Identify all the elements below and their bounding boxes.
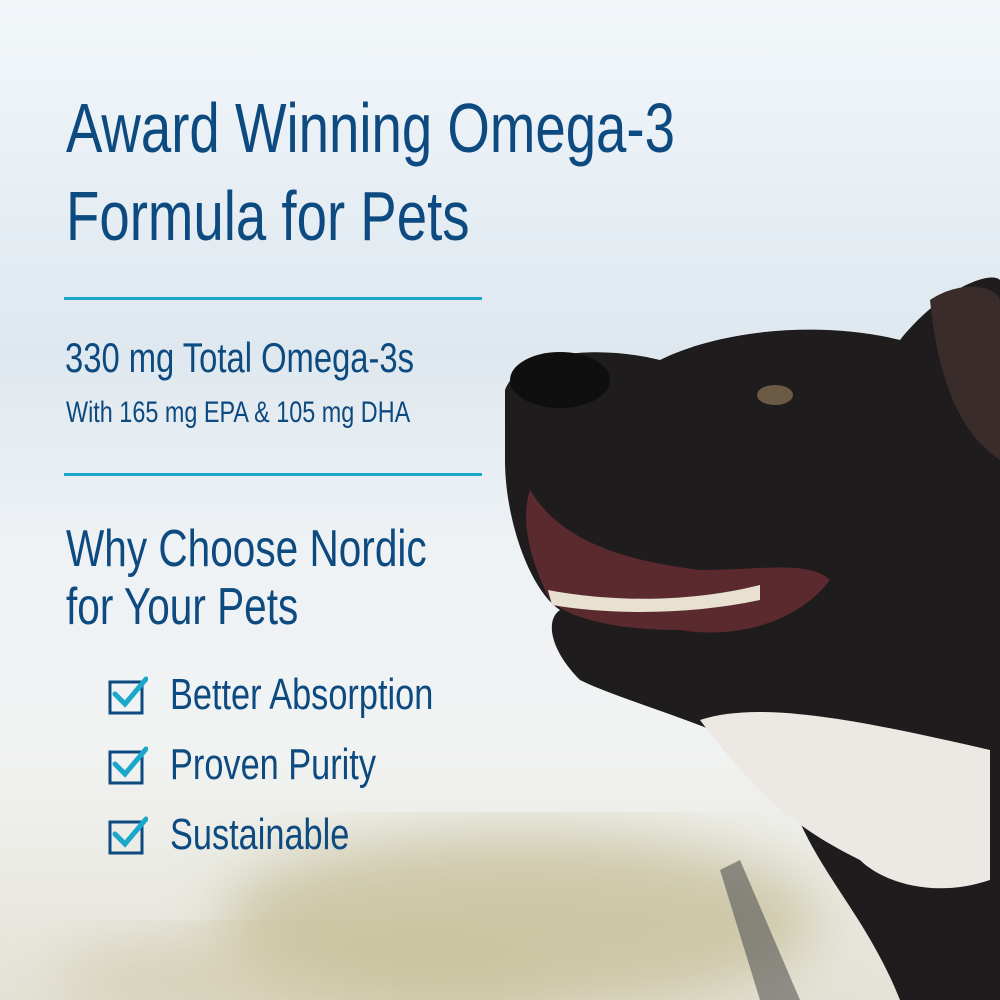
feature-label: Sustainable xyxy=(170,810,350,859)
headline: Award Winning Omega-3 Formula for Pets xyxy=(66,84,675,260)
checkbox-checked-icon xyxy=(108,816,148,855)
headline-line-1: Award Winning Omega-3 xyxy=(66,89,675,167)
checkbox-checked-icon xyxy=(108,676,148,715)
feature-item: Better Absorption xyxy=(108,670,508,720)
feature-item: Proven Purity xyxy=(108,740,434,790)
feature-label: Better Absorption xyxy=(170,670,434,719)
total-omega3: 330 mg Total Omega-3s xyxy=(65,334,415,381)
checkbox-checked-icon xyxy=(108,746,148,785)
why-heading: Why Choose Nordic for Your Pets xyxy=(66,520,427,636)
divider xyxy=(64,297,482,300)
epa-dha-breakdown: With 165 mg EPA & 105 mg DHA xyxy=(66,396,411,429)
headline-line-2: Formula for Pets xyxy=(66,177,470,255)
divider xyxy=(64,473,482,476)
feature-label: Proven Purity xyxy=(170,740,377,789)
feature-item: Sustainable xyxy=(108,810,400,860)
why-line-1: Why Choose Nordic xyxy=(66,520,427,578)
why-line-2: for Your Pets xyxy=(66,578,299,636)
